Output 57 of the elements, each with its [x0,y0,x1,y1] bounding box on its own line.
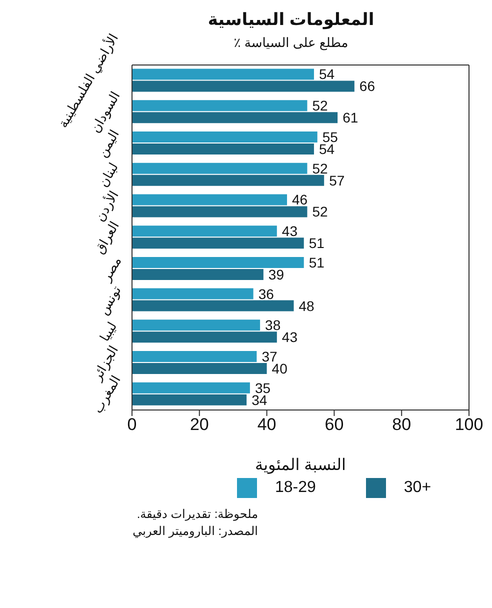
legend-label: 30+ [404,479,432,496]
bar [132,174,324,186]
bar [132,300,294,312]
bar [132,351,257,362]
data-label: 43 [282,329,298,346]
bar [132,363,267,374]
y-tick-label: لبنان [95,160,122,190]
data-label: 51 [308,235,325,252]
bar [132,382,250,394]
bar [132,288,254,300]
data-label: 46 [292,192,308,208]
data-label: 55 [322,128,338,145]
data-label: 51 [308,254,325,270]
data-label: 39 [268,266,284,282]
bar [132,268,264,280]
bar [132,238,304,249]
y-tick-label: ليبيا [96,319,120,344]
x-tick-label: 40 [257,415,276,434]
x-axis-title: النسبة المئوية [255,457,346,474]
data-label: 57 [329,172,345,188]
legend-label: 18-29 [274,479,316,496]
bar [132,194,288,206]
bar [132,226,277,237]
x-tick-label: 60 [324,415,344,434]
x-tick-label: 80 [392,415,412,434]
x-tick-label: 20 [190,415,209,434]
data-label: 52 [312,98,328,114]
bar [132,332,277,343]
x-tick-label: 100 [454,415,484,434]
bar [132,256,304,268]
bar [132,320,260,331]
text: المصدر: الباروميتر العربي [132,523,258,540]
bar [132,143,314,154]
data-label: 48 [298,298,315,314]
bar [132,162,308,174]
data-label: 54 [318,66,335,82]
data-label: 52 [312,204,328,220]
chart-subtitle: ٪ مطلع على السياسة [234,35,348,50]
data-label: 61 [342,110,358,126]
data-label: 43 [282,223,298,240]
data-label: 35 [254,380,271,396]
data-label: 38 [265,317,281,334]
x-tick-label: 0 [127,415,137,434]
bar [132,394,247,406]
data-label: 36 [258,286,274,302]
bar [132,100,308,112]
data-label: 52 [312,160,328,176]
bar [132,206,308,218]
bar [132,68,314,80]
y-tick-label: تونس [96,282,125,318]
data-label: 66 [359,78,376,94]
bar [132,112,338,124]
chart-title: المعلومات السياسية [206,9,376,32]
bar [132,131,318,142]
text: ملحوظة: تقديرات دقيقة. [136,506,258,523]
bar [132,80,354,92]
y-tick-label: مصر [98,254,126,285]
